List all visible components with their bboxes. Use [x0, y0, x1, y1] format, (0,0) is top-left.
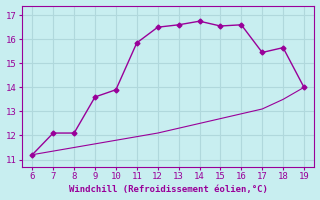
X-axis label: Windchill (Refroidissement éolien,°C): Windchill (Refroidissement éolien,°C) [69, 185, 268, 194]
